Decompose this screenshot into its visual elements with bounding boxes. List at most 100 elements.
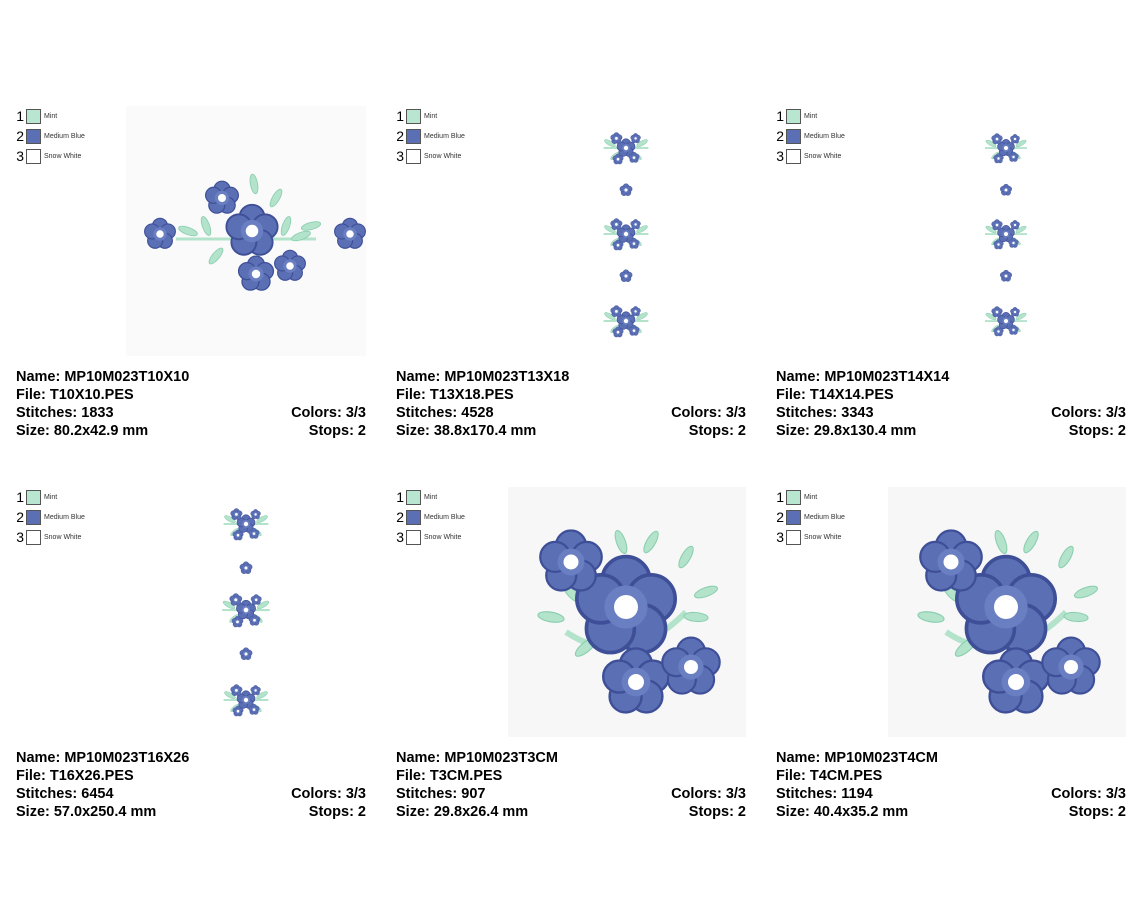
- legend-num: 3: [396, 529, 404, 545]
- legend-name: Medium Blue: [804, 132, 845, 140]
- legend-name: Snow White: [424, 533, 462, 541]
- design-card-1: 1 Mint 2 Medium Blue 3 Snow White Name: MP1…: [16, 106, 366, 446]
- legend-name: Mint: [424, 493, 438, 501]
- design-size: Size: 57.0x250.4 mm: [16, 804, 157, 820]
- design-stitches: Stitches: 3343: [776, 405, 874, 421]
- design-name: Name: MP10M023T13X18: [396, 369, 570, 385]
- mint-swatch: [26, 108, 41, 124]
- medium-blue-swatch: [26, 128, 41, 144]
- design-stops: Stops: 2: [308, 804, 366, 820]
- legend-num: 2: [396, 509, 404, 525]
- design-info: Name: MP10M023T16X26 File: T16X26.PES St…: [16, 749, 366, 821]
- embroidery-preview: [966, 116, 1046, 356]
- legend-num: 2: [776, 128, 784, 144]
- design-stops: Stops: 2: [688, 804, 746, 820]
- legend-num: 1: [396, 489, 404, 505]
- design-file: File: T13X18.PES: [396, 387, 514, 403]
- mint-swatch: [406, 108, 421, 124]
- design-size: Size: 80.2x42.9 mm: [16, 423, 149, 439]
- legend-name: Mint: [44, 112, 58, 120]
- legend-num: 3: [396, 148, 404, 164]
- snow-white-swatch: [26, 148, 41, 164]
- snow-white-swatch: [406, 529, 421, 545]
- design-info: Name: MP10M023T3CM File: T3CM.PES Stitch…: [396, 749, 746, 821]
- mint-swatch: [786, 489, 801, 505]
- legend-name: Mint: [804, 493, 818, 501]
- design-colors: Colors: 3/3: [291, 786, 366, 802]
- design-stops: Stops: 2: [688, 423, 746, 439]
- design-card-4: 1 Mint 2 Medium Blue 3 Snow White Name: MP1…: [16, 487, 366, 827]
- legend-num: 3: [776, 148, 784, 164]
- embroidery-preview: [206, 492, 286, 737]
- design-size: Size: 29.8x26.4 mm: [396, 804, 529, 820]
- color-legend: 1 Mint 2 Medium Blue 3 Snow White: [396, 106, 465, 166]
- design-size: Size: 40.4x35.2 mm: [776, 804, 909, 820]
- medium-blue-swatch: [406, 509, 421, 525]
- color-legend: 1 Mint 2 Medium Blue 3 Snow White: [396, 487, 465, 547]
- embroidery-preview: [888, 487, 1126, 737]
- design-file: File: T3CM.PES: [396, 768, 503, 784]
- design-colors: Colors: 3/3: [671, 405, 746, 421]
- legend-num: 1: [16, 108, 24, 124]
- legend-num: 1: [396, 108, 404, 124]
- design-stops: Stops: 2: [1068, 804, 1126, 820]
- legend-num: 3: [16, 529, 24, 545]
- design-file: File: T16X26.PES: [16, 768, 134, 784]
- design-info: Name: MP10M023T13X18 File: T13X18.PES St…: [396, 368, 746, 440]
- embroidery-preview: [508, 487, 746, 737]
- legend-name: Snow White: [44, 533, 82, 541]
- design-name: Name: MP10M023T10X10: [16, 369, 190, 385]
- legend-name: Snow White: [424, 152, 462, 160]
- medium-blue-swatch: [786, 509, 801, 525]
- design-info: Name: MP10M023T10X10 File: T10X10.PES St…: [16, 368, 366, 440]
- snow-white-swatch: [786, 148, 801, 164]
- legend-name: Medium Blue: [804, 513, 845, 521]
- design-name: Name: MP10M023T14X14: [776, 369, 950, 385]
- design-card-2: 1 Mint 2 Medium Blue 3 Snow White Name: MP1…: [396, 106, 746, 446]
- design-file: File: T14X14.PES: [776, 387, 894, 403]
- legend-num: 1: [776, 108, 784, 124]
- design-colors: Colors: 3/3: [291, 405, 366, 421]
- color-legend: 1 Mint 2 Medium Blue 3 Snow White: [16, 487, 85, 547]
- legend-name: Medium Blue: [424, 513, 465, 521]
- design-card-3: 1 Mint 2 Medium Blue 3 Snow White Name: MP1…: [776, 106, 1126, 446]
- design-stitches: Stitches: 6454: [16, 786, 114, 802]
- legend-num: 2: [16, 128, 24, 144]
- design-stitches: Stitches: 1194: [776, 786, 873, 802]
- legend-num: 1: [16, 489, 24, 505]
- legend-num: 2: [776, 509, 784, 525]
- color-legend: 1 Mint 2 Medium Blue 3 Snow White: [776, 106, 845, 166]
- design-colors: Colors: 3/3: [671, 786, 746, 802]
- legend-name: Mint: [804, 112, 818, 120]
- snow-white-swatch: [406, 148, 421, 164]
- design-info: Name: MP10M023T14X14 File: T14X14.PES St…: [776, 368, 1126, 440]
- mint-swatch: [26, 489, 41, 505]
- design-name: Name: MP10M023T16X26: [16, 750, 190, 766]
- legend-name: Snow White: [44, 152, 82, 160]
- design-stitches: Stitches: 4528: [396, 405, 494, 421]
- legend-name: Mint: [424, 112, 438, 120]
- design-stitches: Stitches: 1833: [16, 405, 114, 421]
- legend-name: Snow White: [804, 533, 842, 541]
- legend-num: 1: [776, 489, 784, 505]
- legend-name: Medium Blue: [44, 132, 85, 140]
- design-colors: Colors: 3/3: [1051, 786, 1126, 802]
- legend-num: 2: [16, 509, 24, 525]
- design-size: Size: 29.8x130.4 mm: [776, 423, 917, 439]
- design-name: Name: MP10M023T3CM: [396, 750, 558, 766]
- design-name: Name: MP10M023T4CM: [776, 750, 938, 766]
- mint-swatch: [786, 108, 801, 124]
- design-colors: Colors: 3/3: [1051, 405, 1126, 421]
- legend-num: 3: [16, 148, 24, 164]
- legend-num: 2: [396, 128, 404, 144]
- design-file: File: T4CM.PES: [776, 768, 883, 784]
- mint-swatch: [406, 489, 421, 505]
- snow-white-swatch: [26, 529, 41, 545]
- design-info: Name: MP10M023T4CM File: T4CM.PES Stitch…: [776, 749, 1126, 821]
- design-card-6: 1 Mint 2 Medium Blue 3 Snow White Name: MP1…: [776, 487, 1126, 827]
- medium-blue-swatch: [786, 128, 801, 144]
- design-stops: Stops: 2: [1068, 423, 1126, 439]
- medium-blue-swatch: [406, 128, 421, 144]
- legend-name: Snow White: [804, 152, 842, 160]
- legend-name: Medium Blue: [44, 513, 85, 521]
